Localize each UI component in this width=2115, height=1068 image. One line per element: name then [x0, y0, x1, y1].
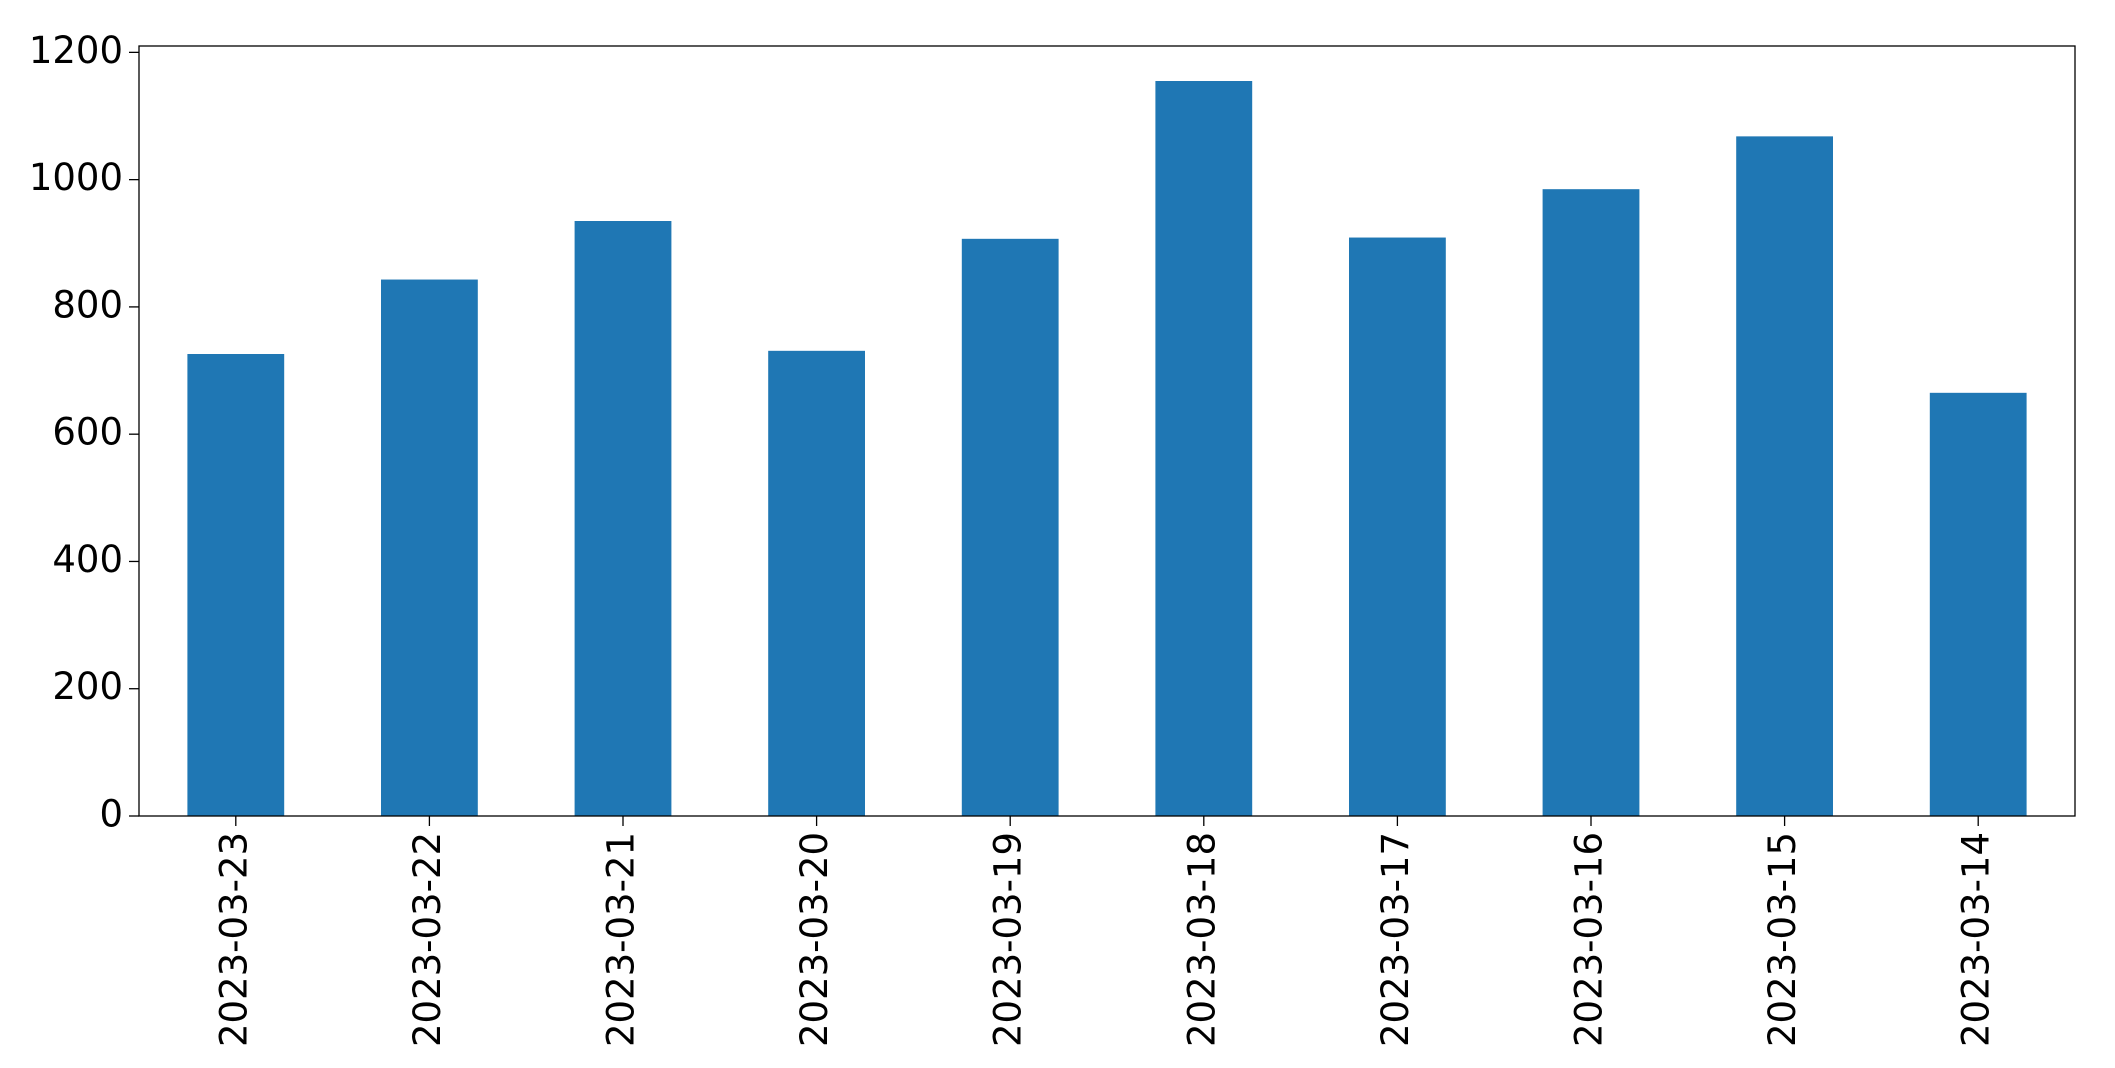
plot-frame	[138, 45, 2076, 817]
bar	[1929, 392, 2027, 816]
bar	[1155, 81, 1253, 816]
bar	[1542, 189, 1640, 816]
bar	[574, 221, 672, 816]
bar	[1349, 237, 1446, 816]
x-tick-label: 2023-03-22	[406, 832, 449, 1047]
x-tick-label: 2023-03-17	[1374, 832, 1417, 1047]
bar	[1736, 136, 1833, 816]
x-tick-label: 2023-03-15	[1761, 832, 1804, 1047]
bar	[187, 354, 285, 816]
y-tick-label: 600	[52, 411, 123, 454]
x-tick-label: 2023-03-18	[1180, 832, 1223, 1047]
x-tick-label: 2023-03-23	[212, 832, 255, 1047]
bar	[381, 279, 478, 817]
y-tick-label: 0	[99, 793, 123, 836]
y-tick-label: 1000	[29, 156, 123, 199]
x-tick-label: 2023-03-14	[1955, 832, 1998, 1047]
y-tick-label: 200	[52, 665, 123, 708]
y-tick-label: 1200	[29, 29, 123, 72]
y-tick-label: 800	[52, 283, 123, 326]
x-tick-label: 2023-03-16	[1568, 832, 1611, 1047]
bar	[961, 238, 1059, 816]
x-tick-label: 2023-03-21	[600, 832, 643, 1047]
x-tick-label: 2023-03-20	[793, 832, 836, 1047]
y-tick-label: 400	[52, 538, 123, 581]
x-tick-label: 2023-03-19	[987, 832, 1030, 1047]
bar	[768, 350, 865, 816]
